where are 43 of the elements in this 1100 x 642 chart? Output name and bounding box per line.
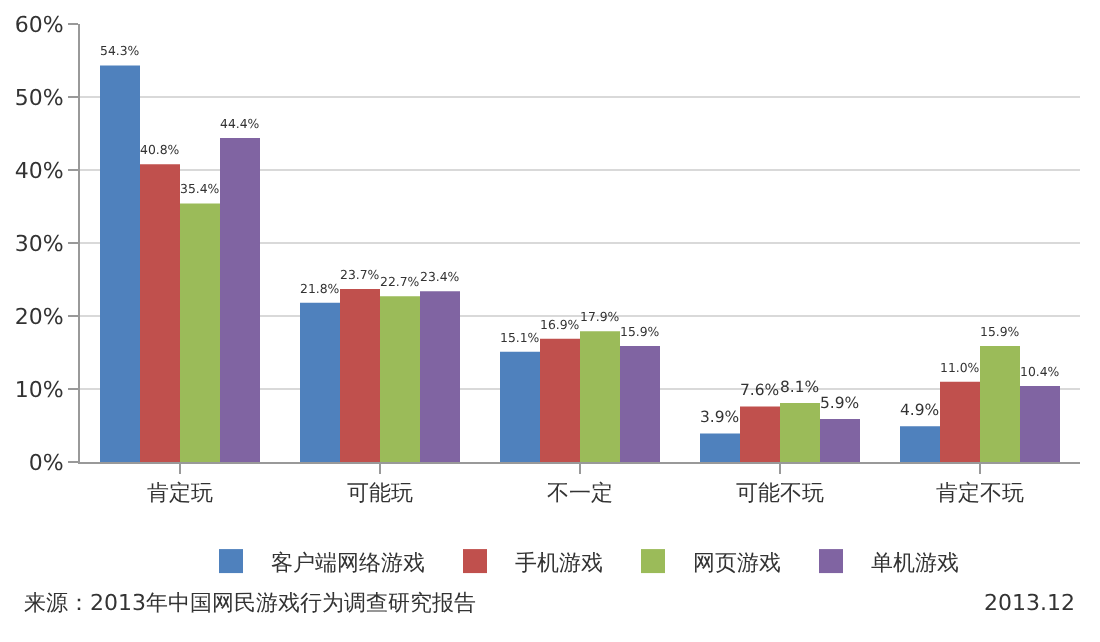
legend-label: 网页游戏: [693, 549, 781, 576]
bar: [140, 164, 180, 462]
data-label: 4.9%: [900, 401, 940, 420]
bar: [500, 351, 540, 462]
data-label: 5.9%: [820, 393, 860, 412]
bar: [380, 296, 420, 462]
bar: [580, 331, 620, 462]
bar: [220, 137, 260, 462]
source-note: 来源：2013年中国网民游戏行为调查研究报告: [24, 590, 476, 616]
legend-label: 手机游戏: [515, 549, 603, 576]
y-tick-label: 20%: [14, 303, 64, 330]
bar: [900, 426, 940, 462]
y-tick-label: 60%: [14, 11, 64, 38]
bar: [1020, 386, 1060, 462]
bar: [540, 338, 580, 462]
bar: [180, 203, 220, 462]
text: 2013.12: [984, 590, 1075, 616]
bar: [940, 381, 980, 462]
bar: [100, 65, 140, 462]
y-tick-label: 30%: [14, 230, 64, 257]
bar: [980, 345, 1020, 462]
x-tick-label: 可能玩: [347, 480, 413, 507]
bar: [420, 291, 460, 462]
bar: [340, 289, 380, 462]
bar: [620, 345, 660, 462]
legend-label: 客户端网络游戏: [271, 549, 425, 576]
bar: [740, 406, 780, 462]
bar: [820, 418, 860, 462]
legend-label: 单机游戏: [871, 549, 959, 576]
bar: [300, 302, 340, 462]
bar: [780, 402, 820, 462]
y-tick-label: 0%: [28, 449, 64, 476]
data-label: 3.9%: [700, 408, 740, 427]
x-tick-label: 可能不玩: [736, 480, 824, 507]
x-tick-label: 肯定玩: [147, 480, 213, 507]
x-tick-label: 不一定: [547, 480, 613, 507]
x-tick-label: 肯定不玩: [936, 480, 1024, 507]
bar: [700, 433, 740, 462]
y-tick-label: 10%: [14, 376, 64, 403]
data-label: 8.1%: [780, 377, 820, 396]
y-tick-label: 40%: [14, 157, 64, 184]
data-label: 7.6%: [740, 381, 780, 400]
y-tick-label: 50%: [14, 84, 64, 111]
